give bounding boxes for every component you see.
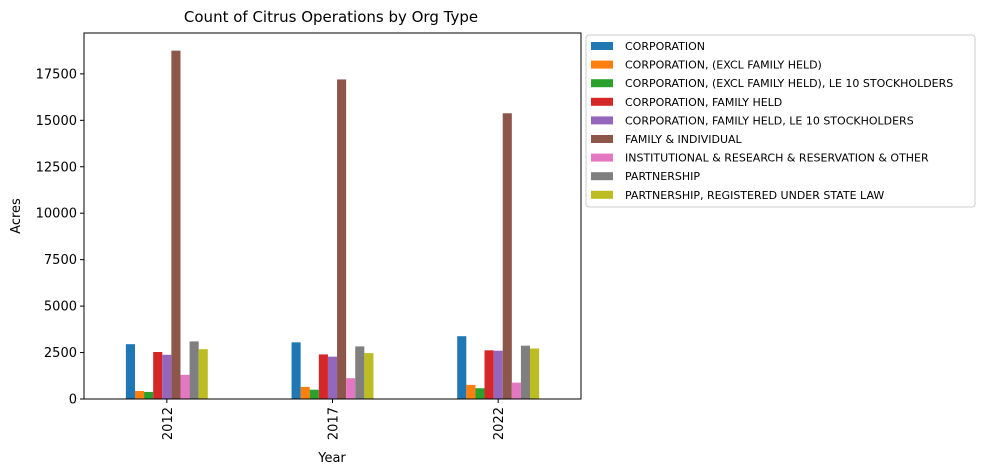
legend-frame [585, 34, 976, 208]
y-axis: 0 2500 5000 7500 10000 12500 15000 17500 [36, 67, 84, 408]
bar [520, 345, 531, 399]
legend: CORPORATION CORPORATION, (EXCL FAMILY HEL… [585, 34, 976, 208]
legend-label: PARTNERSHIP, REGISTERED UNDER STATE LAW [625, 189, 884, 202]
legend-swatch [591, 116, 613, 125]
y-axis-label: Acres [9, 198, 24, 234]
bar [198, 349, 208, 399]
legend-swatch [591, 97, 613, 106]
y-tick-label: 10000 [36, 207, 77, 222]
bar [144, 391, 154, 399]
y-tick-label: 17500 [36, 67, 77, 82]
y-tick-label: 12500 [36, 160, 77, 175]
bar [309, 389, 319, 399]
legend-swatch [591, 172, 613, 181]
legend-swatch [591, 42, 613, 50]
y-tick-label: 2500 [44, 346, 77, 361]
bar [364, 353, 374, 399]
bar [466, 384, 476, 399]
bar [327, 356, 338, 399]
bar [162, 354, 172, 399]
y-tick-label: 7500 [44, 253, 77, 268]
bar [502, 113, 512, 399]
chart-title: Count of Citrus Operations by Org Type [184, 8, 478, 26]
bar [171, 50, 181, 400]
bar [511, 382, 521, 399]
bar [346, 378, 356, 399]
legend-label: FAMILY & INDIVIDUAL [625, 133, 743, 146]
x-tick-label: 2022 [492, 407, 507, 440]
legend-swatch [591, 153, 613, 162]
legend-label: CORPORATION [625, 40, 705, 53]
bar [355, 346, 365, 399]
legend-label: CORPORATION, (EXCL FAMILY HELD), LE 10 S… [625, 77, 953, 90]
legend-label: PARTNERSHIP [625, 170, 700, 183]
bar [189, 341, 199, 399]
legend-swatch [591, 190, 613, 199]
bar [134, 391, 145, 399]
legend-label: CORPORATION, FAMILY HELD [625, 96, 782, 109]
bar [484, 350, 494, 399]
bar [530, 348, 540, 399]
bar [337, 79, 347, 399]
x-axis: 2012 2017 2022 [161, 399, 507, 440]
bar [291, 342, 301, 399]
legend-swatch [591, 135, 613, 143]
legend-swatch [591, 79, 613, 88]
y-tick-label: 15000 [36, 114, 77, 129]
x-axis-label: Year [317, 451, 346, 466]
legend-label: CORPORATION, (EXCL FAMILY HELD) [625, 59, 822, 72]
bar [493, 350, 503, 399]
bars-layer [125, 50, 540, 400]
y-tick-label: 5000 [44, 300, 77, 315]
x-tick-label: 2017 [327, 407, 342, 440]
legend-label: CORPORATION, FAMILY HELD, LE 10 STOCKHOL… [625, 114, 914, 127]
bar [153, 352, 163, 399]
bar [475, 388, 485, 399]
bar [318, 354, 328, 399]
bar [457, 336, 467, 399]
legend-swatch [591, 60, 613, 69]
legend-label: INSTITUTIONAL & RESEARCH & RESERVATION &… [625, 152, 929, 165]
y-tick-label: 0 [69, 393, 77, 408]
bar [300, 386, 310, 399]
x-tick-label: 2012 [161, 407, 176, 440]
bar [180, 374, 190, 399]
bar [125, 344, 135, 399]
